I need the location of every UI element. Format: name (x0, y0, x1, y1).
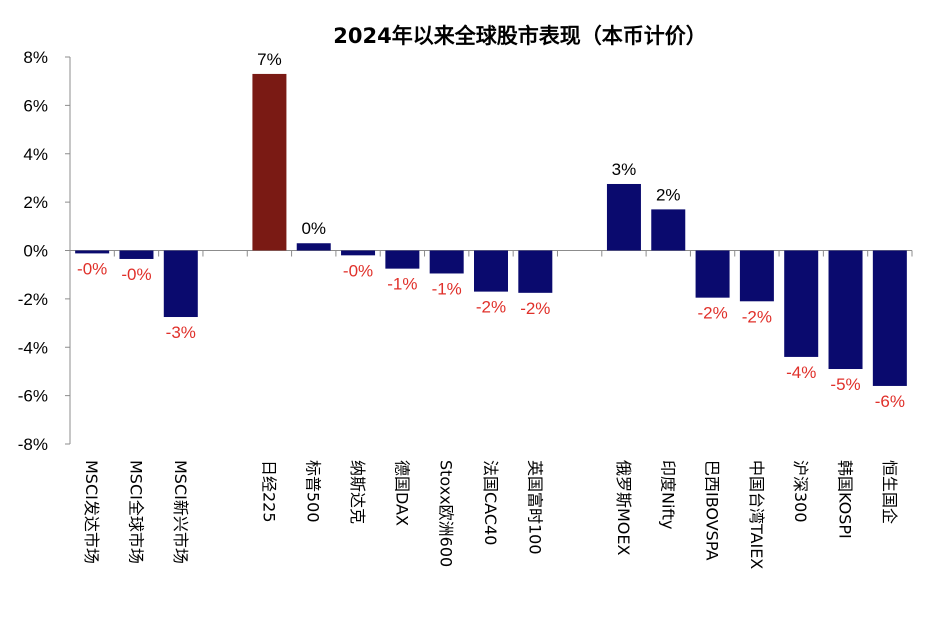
data-label: -2% (697, 304, 727, 323)
bar (429, 250, 464, 274)
data-label: -1% (432, 279, 462, 298)
bar (341, 250, 376, 256)
data-label: -6% (875, 392, 905, 411)
bar (784, 250, 819, 357)
y-tick-label: 2% (23, 193, 48, 212)
x-tick-label: 沪深300 (791, 460, 810, 523)
bar (385, 250, 420, 269)
data-label: 3% (612, 160, 637, 179)
x-tick-label: 英国富时100 (525, 460, 544, 555)
x-tick-label: 恒生国企 (880, 460, 899, 524)
x-tick-label: 标普500 (304, 460, 323, 523)
x-tick-label: MSCI全球市场 (126, 460, 145, 564)
y-tick-label: -2% (18, 290, 48, 309)
data-label: -0% (121, 265, 151, 284)
data-label: -1% (387, 275, 417, 294)
bar (739, 250, 774, 302)
data-label: -2% (742, 307, 772, 326)
y-tick-label: 0% (23, 242, 48, 261)
x-tick-label: 日经225 (259, 460, 278, 523)
x-tick-label: MSCI新兴市场 (171, 460, 190, 564)
x-tick-label: 印度Nifty (658, 460, 677, 530)
data-labels: -0% -0% -3% 7% 0% -0% -1% -1% -2% -2% 3% 2% -2% -2% -4… (77, 50, 905, 411)
bar (651, 209, 686, 251)
data-label: 7% (257, 50, 282, 69)
x-tick-label: 法国CAC40 (481, 460, 500, 545)
x-tick-label: 纳斯达克 (348, 460, 367, 524)
data-label: -0% (343, 261, 373, 280)
x-tick-label: Stoxx欧洲600 (437, 460, 456, 567)
x-tick-label: 德国DAX (392, 460, 411, 526)
y-axis-ticks: 8% 6% 4% 2% 0% -2% -4% -6% -8% (18, 48, 70, 454)
bar (296, 243, 331, 251)
bar (606, 183, 641, 251)
y-tick-label: -4% (18, 338, 48, 357)
y-tick-label: -6% (18, 387, 48, 406)
bar (163, 250, 198, 318)
bar (474, 250, 508, 292)
bars (75, 73, 907, 386)
x-axis-labels: MSCI发达市场 MSCI全球市场 MSCI新兴市场 日经225 标普500 纳斯达克 德国… (82, 460, 899, 569)
x-tick-label: 韩国KOSPI (836, 460, 855, 539)
y-tick-label: 6% (23, 96, 48, 115)
data-label: -2% (520, 299, 550, 318)
bar (695, 250, 730, 298)
bar (872, 250, 907, 386)
y-tick-label: 8% (23, 48, 48, 67)
data-label: 2% (656, 185, 681, 204)
data-label: 0% (301, 219, 326, 238)
chart-title: 2024年以来全球股市表现（本币计价） (333, 24, 706, 48)
data-label: -3% (166, 323, 196, 342)
y-tick-label: -8% (18, 435, 48, 454)
x-tick-label: 中国台湾TAIEX (747, 460, 766, 569)
bar (828, 250, 863, 370)
data-label: -0% (77, 259, 107, 278)
data-label: -4% (786, 363, 816, 382)
bar (119, 250, 154, 259)
x-tick-label: 俄罗斯MOEX (614, 460, 633, 556)
data-label: -5% (830, 375, 860, 394)
data-label: -2% (476, 298, 506, 317)
bar (75, 250, 110, 254)
y-tick-label: 4% (23, 145, 48, 164)
x-tick-label: MSCI发达市场 (82, 460, 101, 564)
bar (518, 250, 553, 293)
bar (252, 73, 287, 251)
x-tick-label: 巴西IBOVSPA (703, 460, 722, 560)
